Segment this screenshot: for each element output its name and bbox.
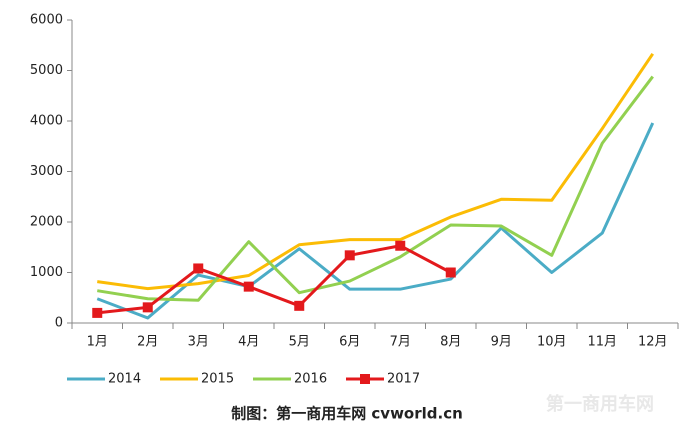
x-tick-label: 10月	[537, 335, 567, 350]
x-tick-label: 11月	[587, 335, 617, 350]
footer: 制图：第一商用车网 cvworld.cn	[231, 405, 463, 423]
legend-label: 2016	[294, 372, 327, 387]
series-line	[96, 122, 655, 320]
y-tick-label: 3000	[30, 164, 63, 179]
y-tick-label: 4000	[30, 114, 63, 129]
x-tick-label: 4月	[238, 335, 259, 350]
point	[395, 240, 406, 251]
point	[193, 263, 204, 274]
y-tick-label: 1000	[30, 265, 63, 280]
point	[243, 281, 254, 292]
x-tick-label: 9月	[491, 335, 512, 350]
series-line	[97, 52, 654, 291]
x-tick-label: 5月	[289, 335, 310, 350]
y-tick-label: 2000	[30, 215, 63, 230]
x-tick-label: 6月	[339, 335, 360, 350]
x-tick-label: 7月	[390, 335, 411, 350]
y-tick-label: 6000	[30, 13, 63, 28]
point	[92, 307, 103, 318]
x-tick-label: 8月	[440, 335, 461, 350]
x-tick-label: 3月	[188, 335, 209, 350]
point	[142, 302, 153, 313]
watermark: 第一商用车网	[546, 393, 654, 415]
series-line	[97, 75, 654, 302]
y-tick-label: 5000	[30, 63, 63, 78]
series-line	[97, 244, 452, 315]
point	[294, 300, 305, 311]
point	[445, 267, 456, 278]
y-tick-label: 0	[55, 316, 63, 331]
x-tick-label: 2月	[137, 335, 158, 350]
x-tick-label: 1月	[87, 335, 108, 350]
point	[344, 250, 355, 261]
legend-label: 2015	[201, 372, 234, 387]
x-tick-label: 12月	[638, 335, 668, 350]
legend-label: 2014	[108, 372, 141, 387]
legend-label: 2017	[387, 372, 420, 387]
legend-marker	[360, 374, 370, 384]
